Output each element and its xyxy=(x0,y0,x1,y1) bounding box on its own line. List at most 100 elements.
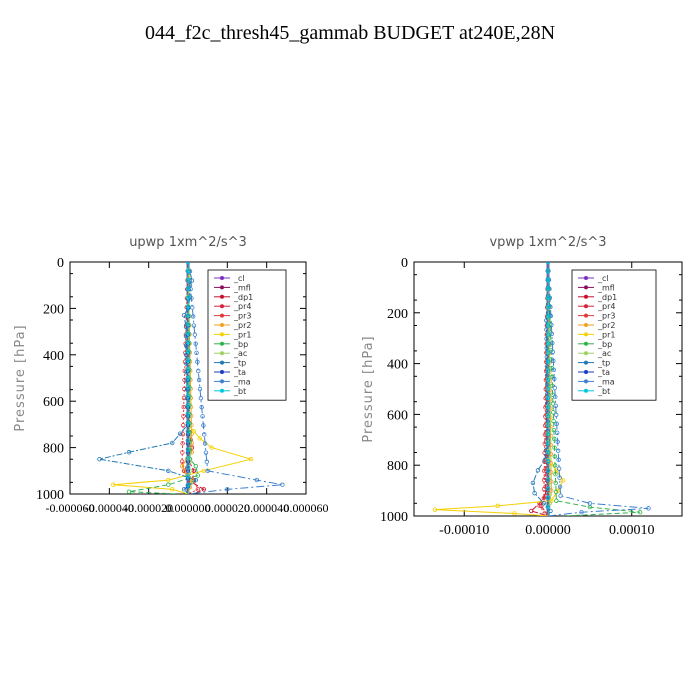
series-marker xyxy=(545,262,551,265)
series-marker xyxy=(587,501,593,506)
legend: _cl_mfl_dp1_pr4_pr3_pr2_pr1_bp_ac_tp_ta_… xyxy=(571,269,657,401)
series-marker xyxy=(535,468,541,473)
series-marker xyxy=(196,377,202,383)
series-marker xyxy=(549,479,554,484)
y-tick-label: 0 xyxy=(401,256,408,271)
series-marker xyxy=(201,487,206,492)
series-marker xyxy=(185,482,191,488)
series-marker xyxy=(545,368,551,374)
x-tick-label: -0.000040 xyxy=(85,501,134,515)
series-marker xyxy=(185,465,191,470)
legend-marker xyxy=(584,276,588,280)
series-marker xyxy=(280,482,285,487)
legend-marker xyxy=(584,332,588,337)
series-marker xyxy=(545,277,551,283)
series-marker xyxy=(545,377,551,383)
series-marker xyxy=(166,482,171,487)
series-marker xyxy=(532,490,537,496)
legend-marker xyxy=(584,379,588,384)
series-marker xyxy=(545,404,551,410)
series-marker xyxy=(545,296,551,301)
x-tick-label: 0.000020 xyxy=(205,501,250,515)
series-marker xyxy=(551,418,556,424)
series-line xyxy=(547,262,641,516)
series-marker xyxy=(197,436,202,441)
series-line xyxy=(434,262,564,516)
series-marker xyxy=(195,487,201,492)
series-marker xyxy=(181,413,186,419)
series-marker xyxy=(126,450,132,455)
series-marker xyxy=(554,421,559,426)
series-marker xyxy=(544,364,550,369)
legend-marker xyxy=(220,276,224,280)
series-marker xyxy=(190,305,195,310)
series-marker xyxy=(545,391,550,397)
series-marker xyxy=(248,457,254,462)
series-marker xyxy=(185,384,191,390)
series-marker xyxy=(555,448,561,453)
series-marker xyxy=(541,501,547,506)
series-marker xyxy=(199,405,204,410)
legend-entry: _ma xyxy=(233,377,251,386)
series-marker xyxy=(552,445,557,450)
series-marker xyxy=(548,424,553,429)
series-marker xyxy=(548,304,553,310)
series-marker xyxy=(177,431,183,436)
vpwp-panel: vpwp 1xm^2/s^3 0 200 400 600 800 1000 -0.00010 0… xyxy=(361,235,683,538)
series-marker xyxy=(191,323,197,328)
series-marker xyxy=(185,447,191,452)
series-marker xyxy=(185,473,191,479)
series-marker xyxy=(254,477,260,483)
series-marker xyxy=(557,475,562,480)
series-marker xyxy=(187,395,192,401)
x-tick-label: -0.000020 xyxy=(124,501,173,515)
series-marker xyxy=(185,262,191,265)
series-marker xyxy=(185,322,191,327)
series-marker xyxy=(545,504,551,510)
series-marker xyxy=(170,440,175,446)
series-marker xyxy=(637,509,643,515)
legend-marker xyxy=(584,341,588,346)
series-marker xyxy=(541,486,547,492)
x-tick-label: 0.00000 xyxy=(525,523,571,538)
series-marker xyxy=(209,445,214,450)
series-marker xyxy=(554,430,560,435)
panel-title: vpwp 1xm^2/s^3 xyxy=(489,235,606,250)
series-marker xyxy=(166,468,171,473)
series-marker xyxy=(185,420,191,425)
series-marker xyxy=(179,459,185,464)
series-marker xyxy=(185,456,191,461)
series-marker xyxy=(579,509,584,515)
series-marker xyxy=(185,277,191,283)
series-marker xyxy=(195,473,201,478)
series-marker xyxy=(185,411,191,416)
series-marker xyxy=(545,441,551,446)
series-marker xyxy=(537,503,542,509)
series-marker xyxy=(545,459,551,464)
series-marker xyxy=(548,313,554,319)
series-marker xyxy=(185,313,191,318)
series-marker xyxy=(184,457,190,462)
series-marker xyxy=(545,314,551,319)
series-marker xyxy=(545,432,551,437)
y-tick-label: 200 xyxy=(387,307,408,322)
series-marker xyxy=(196,368,201,374)
legend-marker xyxy=(584,285,588,290)
series-marker xyxy=(185,349,191,354)
legend: _cl_mfl_dp1_pr4_pr3_pr2_pr1_bp_ac_tp_ta_… xyxy=(207,269,287,401)
series-marker xyxy=(188,287,193,292)
series-marker xyxy=(192,332,198,337)
series-marker xyxy=(552,376,557,382)
series-marker xyxy=(530,480,536,486)
legend-entry: _pr3 xyxy=(233,312,251,321)
legend-entry: _pr1 xyxy=(597,330,615,339)
plot-area xyxy=(432,262,651,516)
series-marker xyxy=(111,482,116,487)
series-marker xyxy=(545,414,551,419)
legend-entry: _cl xyxy=(597,274,609,283)
series-line xyxy=(187,262,205,494)
series-marker xyxy=(166,477,171,483)
y-tick-label: 0 xyxy=(57,256,64,271)
series-marker xyxy=(552,454,558,459)
